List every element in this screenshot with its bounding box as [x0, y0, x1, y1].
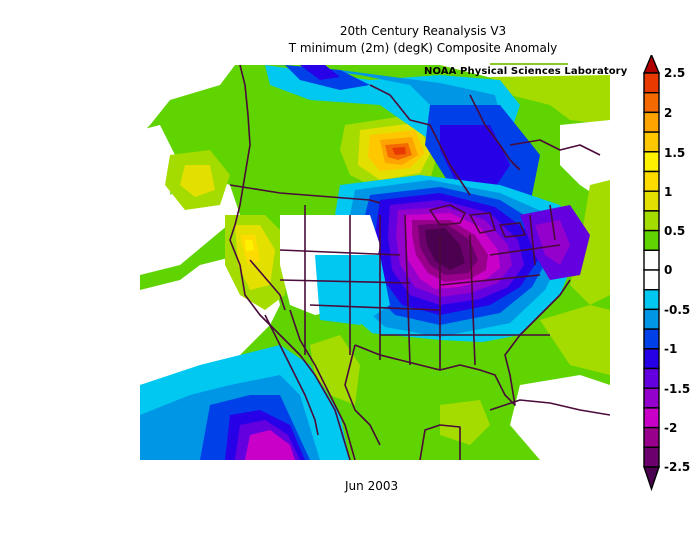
colorbar-label-1: 1 — [664, 185, 673, 199]
colorbar-label-1.5: 1.5 — [664, 146, 686, 160]
colorbar-label-neg2: -2 — [664, 421, 678, 435]
colorbar-label-2.5: 2.5 — [664, 66, 686, 80]
colorbar-label-0.5: 0.5 — [664, 224, 686, 238]
colorbar-label-neg2.5: -2.5 — [664, 460, 691, 474]
title-line-1: 20th Century Reanalysis V3 — [339, 24, 507, 38]
credit-underline — [490, 63, 568, 65]
colorbar-label-neg1: -1 — [664, 342, 678, 356]
colorbar — [642, 53, 661, 492]
colorbar-label-neg1.5: -1.5 — [664, 382, 691, 396]
colorbar-label-0: 0 — [664, 263, 673, 277]
colorbar-label-2: 2 — [664, 106, 673, 120]
title-line-2: T minimum (2m) (degK) Composite Anomaly — [288, 41, 558, 55]
colorbar-label-neg0.5: -0.5 — [664, 303, 691, 317]
anomaly-map — [140, 65, 610, 460]
credit-label: NOAA Physical Sciences Laboratory — [424, 66, 628, 77]
date-label: Jun 2003 — [345, 479, 399, 493]
